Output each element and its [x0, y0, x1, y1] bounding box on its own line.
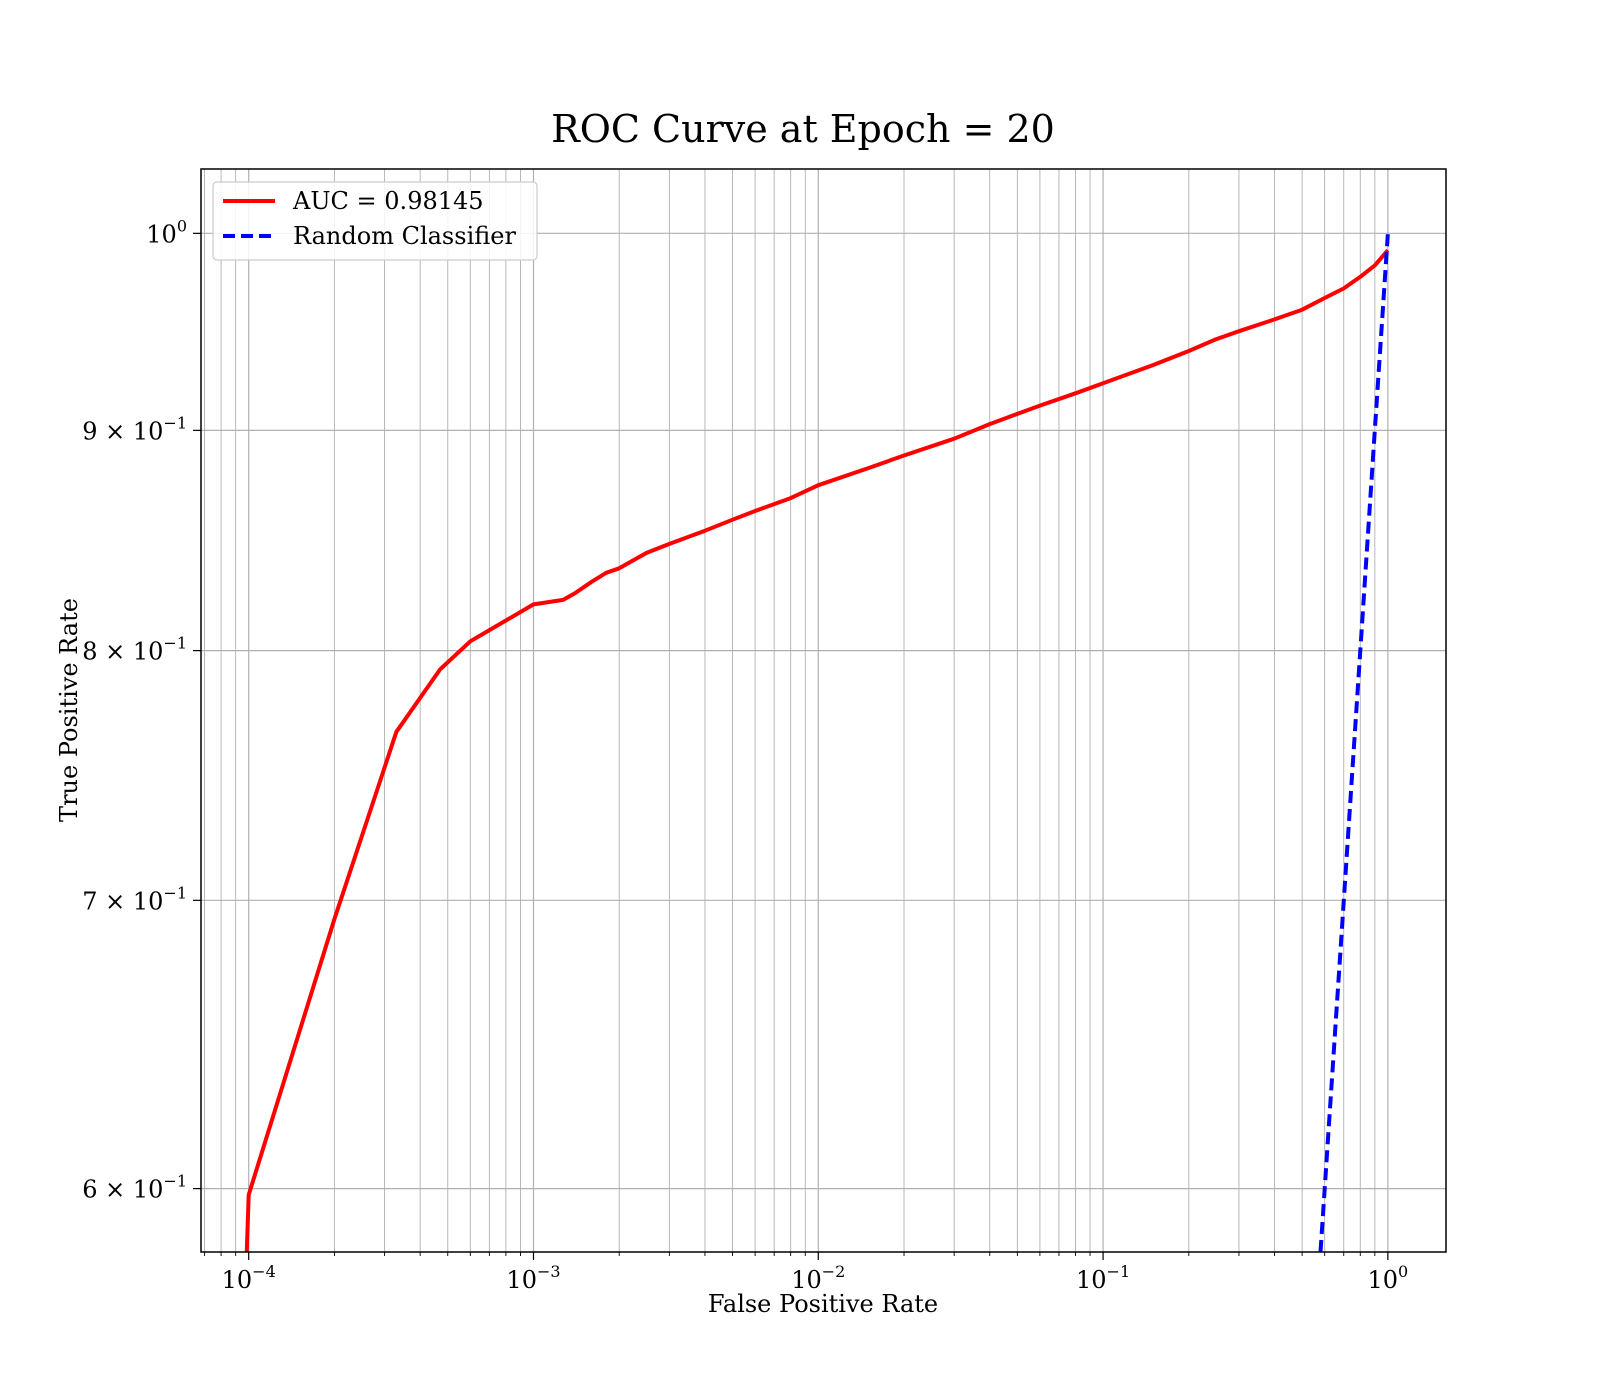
legend-label-auc: AUC = 0.98145 — [292, 187, 484, 215]
y-tick-label: 8 × 10−1 — [82, 634, 187, 666]
legend-box — [212, 181, 538, 261]
y-tick-label: 100 — [146, 216, 187, 248]
chart-title: ROC Curve at Epoch = 20 — [551, 107, 1055, 151]
roc-curve-line — [244, 248, 1390, 1252]
plot-area-frame — [200, 168, 1447, 1253]
grid-lines — [201, 169, 1446, 1252]
legend: AUC = 0.98145 Random Classifier — [212, 181, 538, 261]
y-tick-label: 7 × 10−1 — [82, 883, 187, 915]
x-tick-label: 10−1 — [1076, 1262, 1130, 1294]
x-tick-label: 10−4 — [222, 1262, 276, 1294]
x-tick-label: 10−3 — [506, 1262, 560, 1294]
y-axis-label: True Positive Rate — [55, 598, 83, 822]
x-tick-label: 100 — [1368, 1262, 1409, 1294]
random-classifier-line — [1318, 233, 1390, 1252]
y-tick-label: 9 × 10−1 — [82, 413, 187, 445]
series-lines — [244, 233, 1390, 1252]
y-tick-label: 6 × 10−1 — [82, 1172, 187, 1204]
axis-ticks: 10−4 10−3 10−2 10−1 100 6 × 10−1 7 × 10−1 8 × 1… — [82, 216, 1408, 1294]
x-tick-label: 10−2 — [791, 1262, 845, 1294]
x-axis-label: False Positive Rate — [708, 1290, 938, 1318]
legend-label-random: Random Classifier — [293, 222, 516, 250]
